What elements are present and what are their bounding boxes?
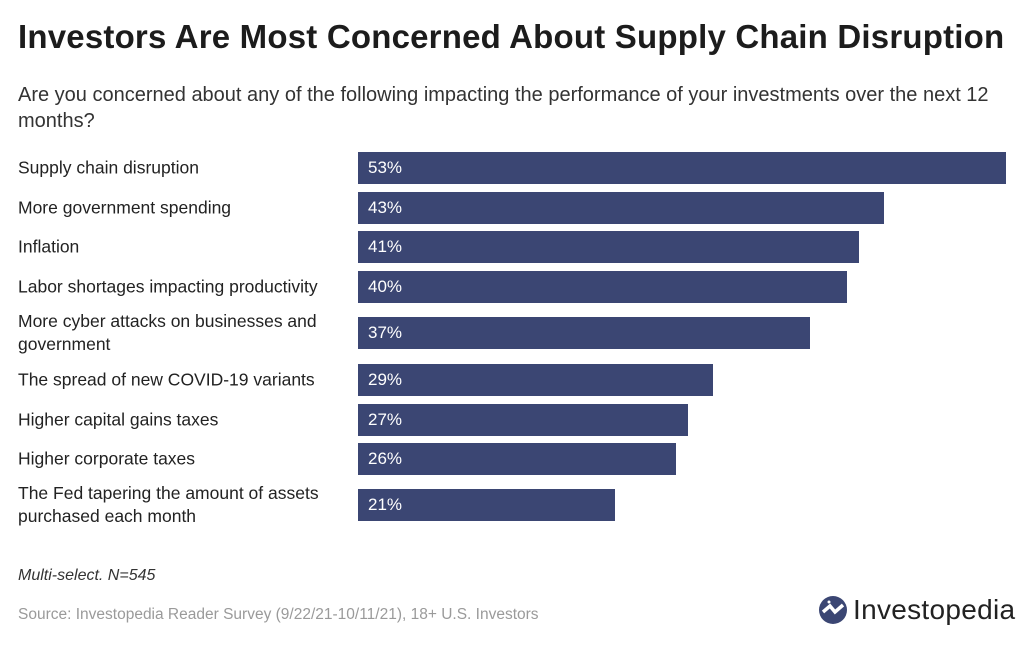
chart-subtitle: Are you concerned about any of the follo… (18, 84, 989, 132)
data-label: 27% (368, 410, 403, 429)
data-label: 37% (368, 323, 403, 342)
data-label: 29% (368, 370, 403, 389)
category-label: Labor shortages impacting productivity (18, 276, 318, 297)
data-label: 41% (368, 237, 403, 256)
investopedia-logo: Investopedia (818, 594, 1015, 626)
note: Multi-select. N=545 (18, 567, 156, 584)
category-label: Higher corporate taxes (18, 448, 196, 469)
data-label: 21% (368, 495, 403, 514)
data-label: 40% (368, 277, 403, 296)
bar: 37% (358, 317, 811, 349)
chart-title: Investors Are Most Concerned About Suppl… (18, 18, 1005, 55)
bar: 40% (358, 271, 848, 303)
category-label: The spread of new COVID-19 variants (18, 369, 315, 390)
bar: 41% (358, 231, 860, 263)
data-label: 53% (368, 158, 403, 177)
category-label: More cyber attacks on businesses and gov… (18, 311, 317, 354)
bar: 27% (358, 404, 689, 436)
bar: 29% (358, 364, 713, 396)
bar: 43% (358, 192, 884, 224)
data-label: 43% (368, 198, 403, 217)
bar: 21% (358, 489, 615, 521)
category-label: More government spending (18, 197, 232, 218)
logo-text: Investopedia (853, 594, 1016, 625)
source: Source: Investopedia Reader Survey (9/22… (18, 606, 539, 623)
bar: 26% (358, 443, 676, 475)
data-label: 26% (368, 449, 403, 468)
category-label: The Fed tapering the amount of assets pu… (18, 483, 319, 526)
category-label: Higher capital gains taxes (18, 409, 219, 430)
category-label: Inflation (18, 236, 80, 257)
bar: 53% (358, 152, 1006, 184)
investopedia-logo-icon (819, 596, 847, 624)
category-label: Supply chain disruption (18, 157, 199, 178)
